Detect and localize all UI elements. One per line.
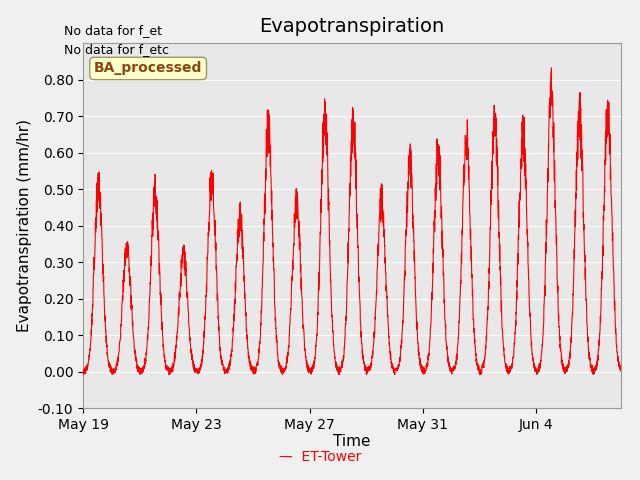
Text: No data for f_et: No data for f_et: [64, 24, 162, 37]
Text: —  ET-Tower: — ET-Tower: [279, 450, 361, 464]
Text: No data for f_etc: No data for f_etc: [64, 43, 169, 56]
X-axis label: Time: Time: [333, 434, 371, 449]
Y-axis label: Evapotranspiration (mm/hr): Evapotranspiration (mm/hr): [17, 119, 32, 332]
Text: BA_processed: BA_processed: [94, 61, 202, 75]
Title: Evapotranspiration: Evapotranspiration: [259, 17, 445, 36]
